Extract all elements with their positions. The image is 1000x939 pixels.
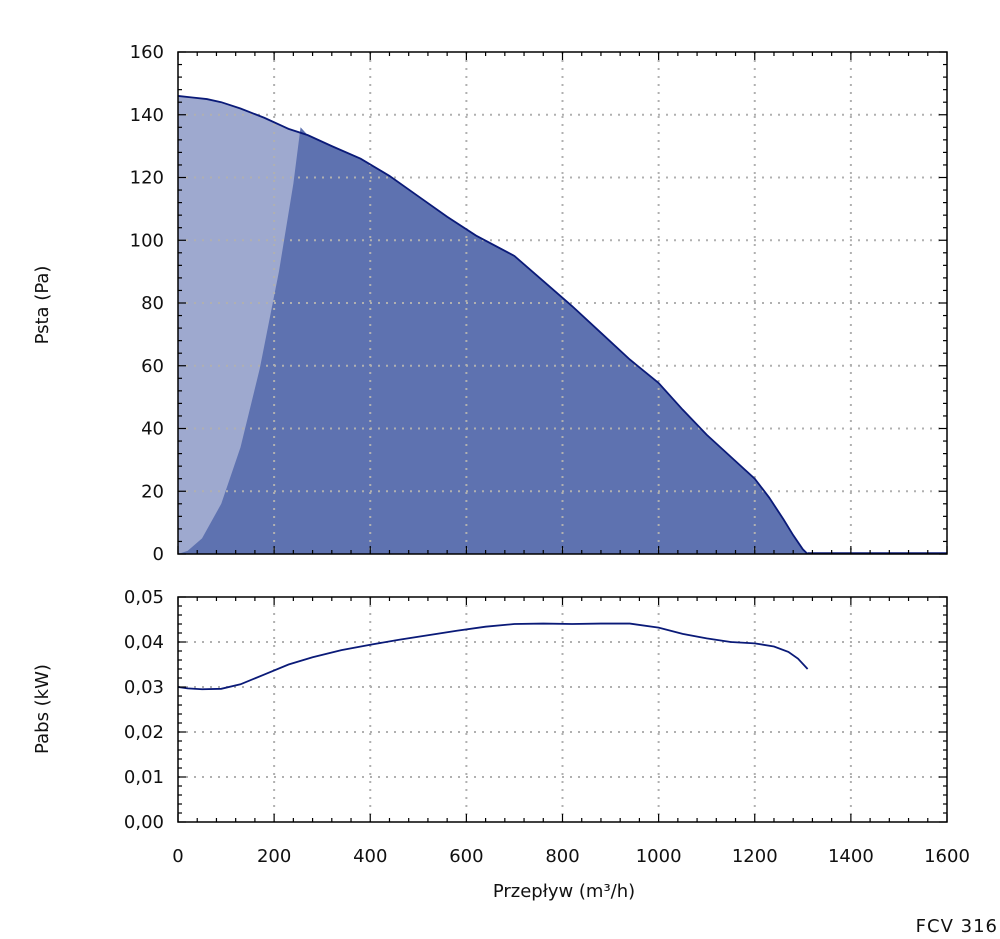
power-axis-label: Pabs (kW) — [32, 664, 53, 754]
x-tick-label: 200 — [257, 846, 291, 867]
y-tick-label: 40 — [141, 419, 164, 440]
fan-curve-line — [177, 95, 809, 555]
x-tick-label: 0 — [172, 846, 183, 867]
y-tick-label: 20 — [141, 481, 164, 502]
pressure-plot: 0 20 40 60 80 100 120 140 160 — [130, 42, 948, 565]
x-tick-label: 800 — [545, 846, 579, 867]
pressure-axis-label: Psta (Pa) — [32, 266, 53, 345]
x-tick-label: 400 — [353, 846, 387, 867]
x-tick-label: 1400 — [828, 846, 874, 867]
y-tick-label: 100 — [130, 230, 164, 251]
y-tick-label: 0,03 — [124, 677, 164, 698]
y-tick-label: 0,01 — [124, 767, 164, 788]
y-tick-label: 0,05 — [124, 587, 164, 608]
x-tick-label: 1000 — [636, 846, 682, 867]
y-tick-label: 0,00 — [124, 812, 164, 833]
y-tick-label: 160 — [130, 42, 164, 63]
y-tick-label: 0,04 — [124, 632, 164, 653]
power-plot: 0,00 0,01 0,02 0,03 0,04 0,05 0 200 400 600 800 100… — [124, 587, 970, 867]
flow-axis-label: Przepływ (m³/h) — [493, 881, 635, 902]
y-tick-label: 140 — [130, 105, 164, 126]
y-tick-label: 0 — [153, 544, 164, 565]
y-tick-label: 0,02 — [124, 722, 164, 743]
y-tick-label: 60 — [141, 356, 164, 377]
model-code: FCV 316 — [915, 916, 998, 937]
working-area — [178, 127, 808, 555]
x-tick-label: 1200 — [732, 846, 778, 867]
power-curve-line — [177, 622, 809, 691]
y-tick-label: 120 — [130, 168, 164, 189]
x-tick-label: 1600 — [924, 846, 970, 867]
x-tick-label: 600 — [449, 846, 483, 867]
y-tick-label: 80 — [141, 293, 164, 314]
